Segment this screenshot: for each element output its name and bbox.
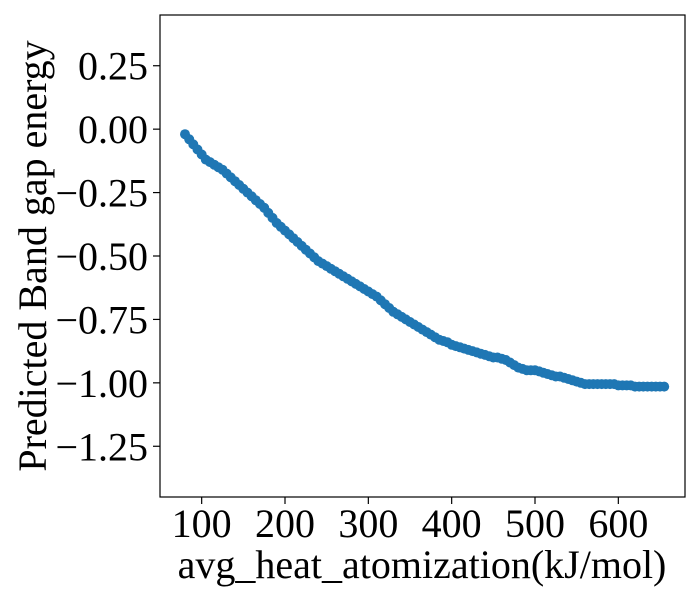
x-tick-label: 400	[422, 501, 482, 546]
x-axis-ticks: 100 200 300 400 500 600	[172, 497, 648, 546]
plot-frame	[159, 14, 686, 498]
y-tick-label: −0.25	[55, 171, 148, 216]
y-axis-ticks: 0.25 0.00 −0.25 −0.50 −0.75 −1.00 −1.25	[55, 44, 160, 469]
x-axis-label: avg_heat_atomization(kJ/mol)	[178, 542, 667, 587]
data-point	[659, 381, 670, 392]
y-tick-label: −0.75	[55, 297, 148, 342]
y-tick-label: −1.00	[55, 361, 148, 406]
y-tick-label: 0.25	[78, 44, 148, 89]
data-points	[180, 129, 670, 392]
y-tick-label: −0.50	[55, 234, 148, 279]
y-axis-label: Predicted Band gap energy	[10, 40, 55, 471]
y-tick-label: −1.25	[55, 424, 148, 469]
x-tick-label: 100	[172, 501, 232, 546]
y-tick-label: 0.00	[78, 107, 148, 152]
x-tick-label: 600	[588, 501, 648, 546]
x-tick-label: 300	[338, 501, 398, 546]
x-tick-label: 200	[255, 501, 315, 546]
x-tick-label: 500	[505, 501, 565, 546]
